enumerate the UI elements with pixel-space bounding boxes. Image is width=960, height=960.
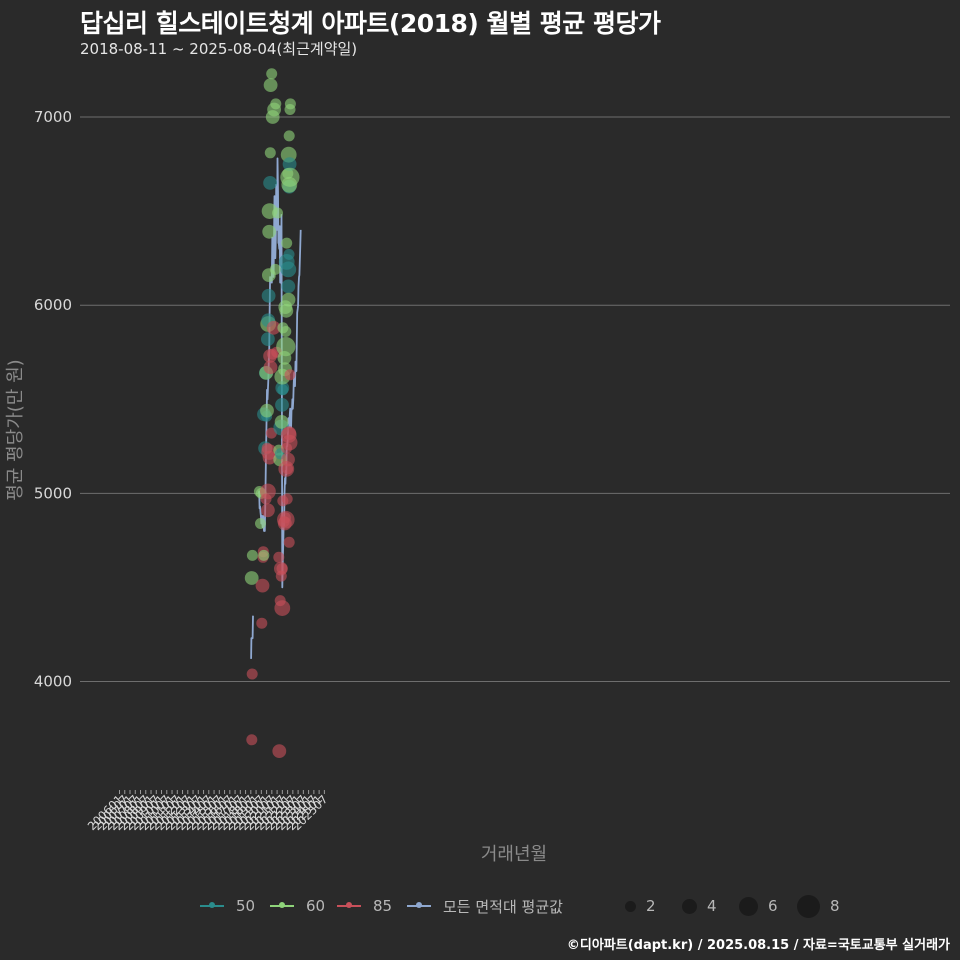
point-s85-8 [255,578,270,593]
point-s85-47 [273,551,285,563]
point-s50-87 [283,248,295,260]
legend-size-dot-2 [625,900,636,912]
point-s60-72 [280,326,292,337]
legend-item-85: 85 [337,894,392,918]
point-s60-74 [279,303,294,318]
point-s50-62 [277,384,289,396]
point-s60-55 [274,415,289,429]
point-s85-80 [281,452,295,467]
average-line-segment-0 [250,615,254,659]
legend-label-50: 50 [236,897,256,915]
point-s85-1 [246,668,258,680]
x-axis-label: 거래년월 [480,844,548,865]
grid-layer [80,116,950,683]
legend-size-label-4: 4 [707,897,717,915]
point-s60-37 [266,68,278,80]
legend-size-dot-4 [682,898,697,914]
legend-label-85: 85 [373,897,393,915]
legend-size-4: 4 [682,894,717,918]
point-s60-27 [262,224,277,239]
y-axis-label: 평균 평당가(만 원) [5,359,26,501]
legend-size-dot-8 [797,894,820,918]
legend-swatch-50 [200,902,224,908]
legend-item-average: 모든 면적대 평균값 [407,894,563,918]
y-tick-label-5000: 5000 [34,484,72,502]
point-s85-40 [266,320,281,335]
point-s85-93 [281,434,298,451]
legend-label-60: 60 [306,897,326,915]
point-s60-43 [270,98,282,110]
point-s85-29 [262,450,277,465]
point-s85-7 [256,617,268,629]
legend-swatch-60 [270,902,294,908]
y-tick-label-4000: 4000 [34,673,72,691]
point-s60-35 [263,78,278,92]
point-s50-22 [261,332,275,346]
chart-title: 답십리 힐스테이트청계 아파트(2018) 월별 평균 평당가 [80,9,661,38]
legend-swatch-85 [337,902,361,908]
point-s85-21 [260,483,276,500]
point-s50-31 [263,176,277,190]
point-s60-11 [258,549,270,561]
legend-size-label-8: 8 [830,897,840,915]
point-s60-2 [244,571,259,585]
point-s50-25 [261,288,276,303]
legend-size-dot-6 [739,896,758,916]
point-s85-70 [277,510,295,529]
chart-subtitle: 2018-08-11 ~ 2025-08-04(최근계약일) [80,40,358,58]
point-s85-58 [274,600,291,616]
legend-size-label-6: 6 [768,897,778,915]
legend-swatch-average [407,902,431,908]
point-s85-96 [284,369,296,381]
point-s85-78 [281,493,293,505]
point-s60-77 [281,237,293,249]
point-s60-5 [255,518,266,529]
point-s60-42 [269,263,281,275]
legend: 50 60 85 모든 면적대 평균값 2 4 6 8 [0,894,960,918]
x-tick-labels: 2006012006072007012007072008012008072009… [85,790,330,833]
point-s60-95 [280,167,300,187]
legend-label-average: 모든 면적대 평균값 [443,897,563,916]
legend-item-50: 50 [200,894,255,918]
point-s50-82 [281,279,296,294]
point-s60-34 [264,147,276,159]
point-s85-33 [263,360,278,375]
source-caption: ©디아파트(dapt.kr) / 2025.08.15 / 자료=국토교통부 실… [566,938,950,953]
point-s60-3 [246,549,258,561]
point-s50-94 [282,157,297,172]
point-s85-56 [276,563,288,575]
y-tick-label-6000: 6000 [34,296,72,314]
legend-size-6: 6 [739,894,778,918]
point-s85-20 [261,503,275,518]
point-s60-45 [272,207,283,219]
legend-size-2: 2 [625,894,656,918]
point-s60-90 [283,130,295,142]
point-s50-83 [280,261,297,278]
y-tick-labels: 4000 5000 6000 7000 [34,108,72,690]
point-s85-88 [283,536,295,548]
legend-size-label-2: 2 [646,897,656,915]
point-s60-18 [260,403,274,418]
point-s60-84 [281,292,296,307]
point-s85-48 [272,744,287,758]
points-layer [244,68,300,758]
legend-size-8: 8 [797,894,840,918]
point-s50-57 [275,398,289,412]
y-tick-label-7000: 7000 [34,108,72,126]
point-s85-0 [246,734,258,746]
point-s60-98 [284,98,296,110]
point-s85-79 [282,463,294,475]
legend-item-60: 60 [270,894,325,918]
point-s60-71 [276,337,296,357]
